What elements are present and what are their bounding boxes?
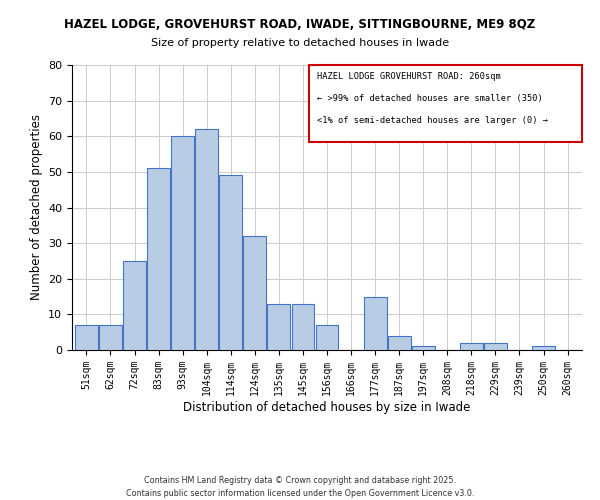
Bar xyxy=(388,336,410,350)
Text: HAZEL LODGE GROVEHURST ROAD: 260sqm: HAZEL LODGE GROVEHURST ROAD: 260sqm xyxy=(317,72,500,81)
FancyBboxPatch shape xyxy=(309,65,582,142)
Bar xyxy=(99,325,122,350)
Bar xyxy=(195,129,218,350)
Bar xyxy=(171,136,194,350)
Text: Contains HM Land Registry data © Crown copyright and database right 2025.
Contai: Contains HM Land Registry data © Crown c… xyxy=(126,476,474,498)
Bar xyxy=(220,176,242,350)
Bar xyxy=(484,343,507,350)
Bar xyxy=(460,343,483,350)
Text: <1% of semi-detached houses are larger (0) →: <1% of semi-detached houses are larger (… xyxy=(317,116,548,125)
Bar xyxy=(364,296,386,350)
Bar xyxy=(123,261,146,350)
X-axis label: Distribution of detached houses by size in Iwade: Distribution of detached houses by size … xyxy=(184,400,470,413)
Bar xyxy=(75,325,98,350)
Text: HAZEL LODGE, GROVEHURST ROAD, IWADE, SITTINGBOURNE, ME9 8QZ: HAZEL LODGE, GROVEHURST ROAD, IWADE, SIT… xyxy=(64,18,536,30)
Text: ← >99% of detached houses are smaller (350): ← >99% of detached houses are smaller (3… xyxy=(317,94,542,103)
Bar xyxy=(532,346,555,350)
Text: Size of property relative to detached houses in Iwade: Size of property relative to detached ho… xyxy=(151,38,449,48)
Bar xyxy=(147,168,170,350)
Bar xyxy=(292,304,314,350)
Bar xyxy=(268,304,290,350)
Y-axis label: Number of detached properties: Number of detached properties xyxy=(29,114,43,300)
Bar xyxy=(316,325,338,350)
Bar xyxy=(412,346,434,350)
Bar xyxy=(244,236,266,350)
